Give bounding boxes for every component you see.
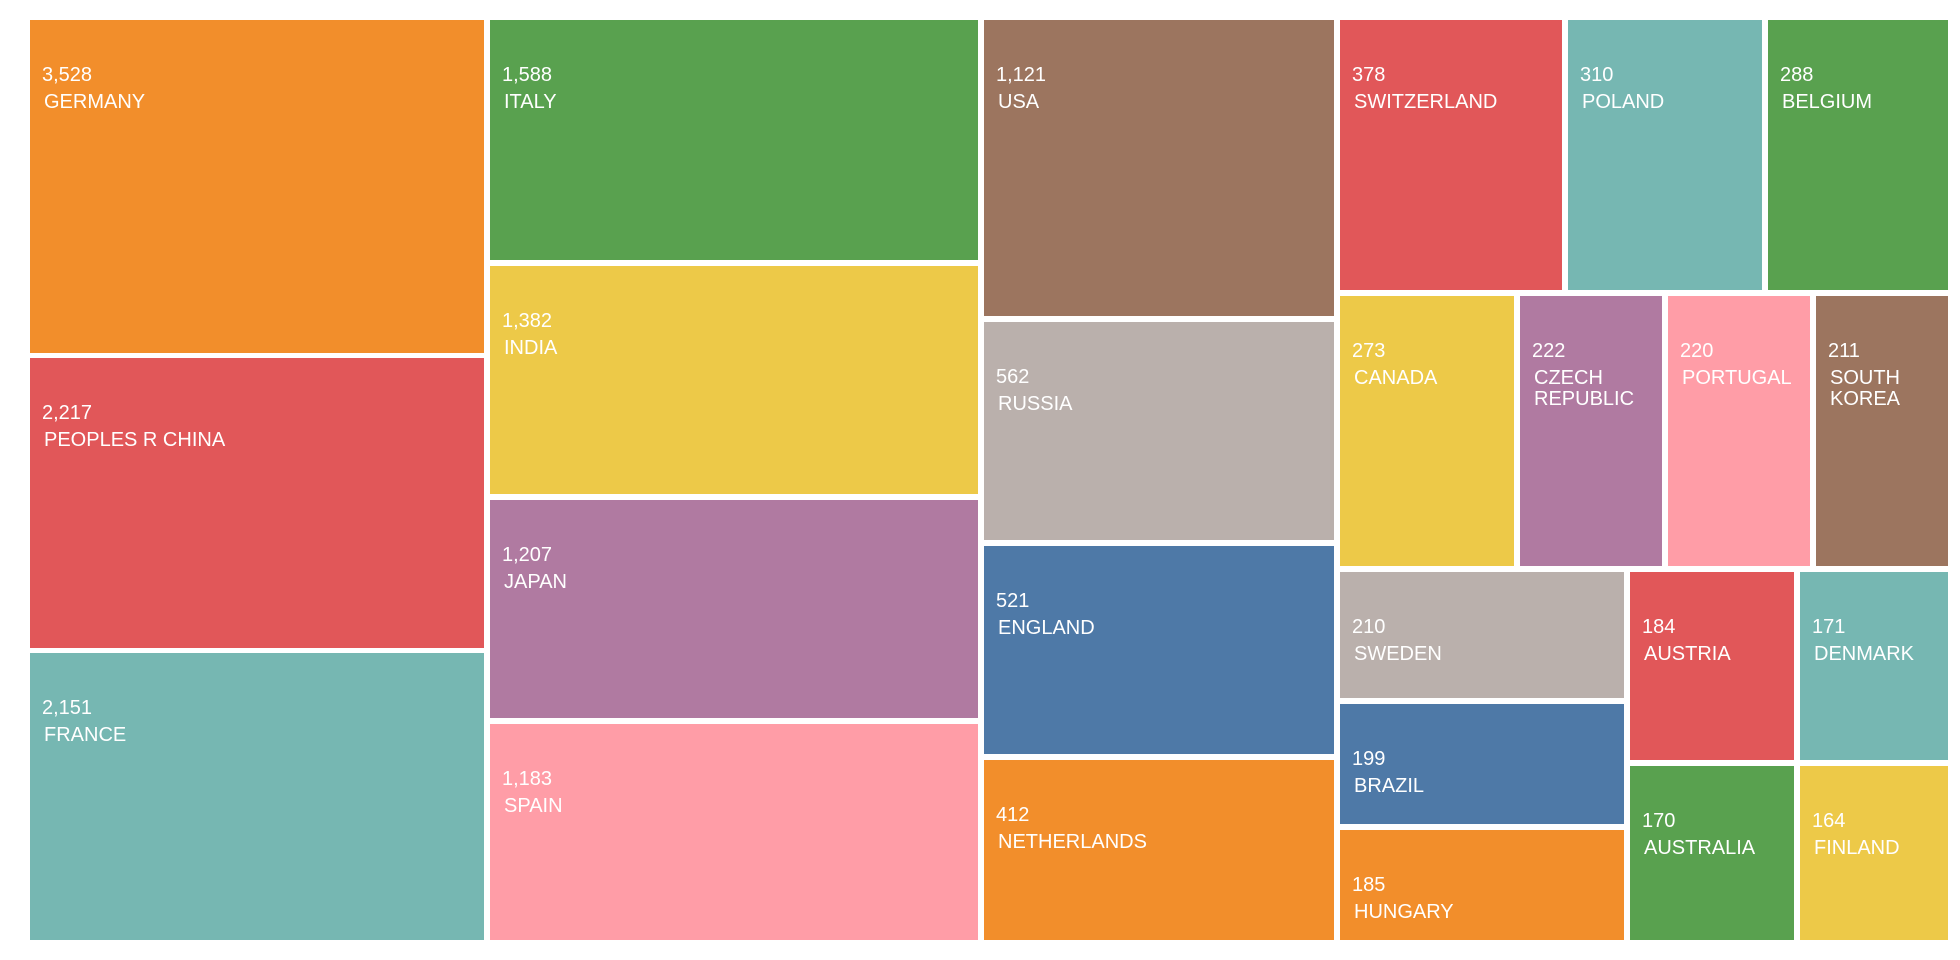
treemap-tile-italy: 1,588 ITALY [490, 20, 978, 260]
tile-value: 211 [1828, 340, 1860, 362]
tile-label: NETHERLANDS [998, 831, 1147, 853]
treemap-tile-spain: 1,183 SPAIN [490, 724, 978, 940]
tile-label: POLAND [1582, 91, 1665, 113]
tile-label: ITALY [504, 91, 557, 113]
tile-label: FRANCE [44, 724, 127, 746]
tile-value: 210 [1352, 616, 1386, 638]
tile-label: SPAIN [504, 795, 563, 817]
tile-label: CZECH REPUBLIC [1534, 367, 1635, 410]
tile-value: 185 [1352, 874, 1386, 896]
tile-value: 171 [1812, 616, 1846, 638]
tile-value: 1,207 [502, 544, 553, 566]
tile-label: SWITZERLAND [1354, 91, 1498, 113]
tile-label: GERMANY [44, 91, 146, 113]
tile-value: 1,588 [502, 64, 553, 86]
treemap-tile-portugal: 220 PORTUGAL [1668, 296, 1810, 566]
tile-value: 378 [1352, 64, 1386, 86]
treemap-tile-germany: 3,528 GERMANY [30, 20, 484, 353]
treemap-tile-netherlands: 412 NETHERLANDS [984, 760, 1334, 940]
tile-label: ENGLAND [998, 617, 1095, 639]
treemap-tile-australia: 170 AUSTRALIA [1630, 766, 1794, 940]
treemap-tile-sweden: 210 SWEDEN [1340, 572, 1624, 698]
treemap-tile-france: 2,151 FRANCE [30, 653, 484, 940]
treemap-tile-hungary: 185 HUNGARY [1340, 830, 1624, 940]
tile-label: AUSTRALIA [1644, 837, 1756, 859]
treemap-tile-poland: 310 POLAND [1568, 20, 1762, 290]
treemap-tile-canada: 273 CANADA [1340, 296, 1514, 566]
treemap-tile-czech-republic: 222 CZECH REPUBLIC [1520, 296, 1662, 566]
tile-label: USA [998, 91, 1040, 113]
tile-value: 222 [1532, 340, 1566, 362]
tile-value: 310 [1580, 64, 1614, 86]
treemap-tile-peoples-r-china: 2,217 PEOPLES R CHINA [30, 358, 484, 648]
tile-value: 288 [1780, 64, 1814, 86]
tile-label: INDIA [504, 337, 558, 359]
tile-label: BRAZIL [1354, 775, 1425, 797]
treemap-tile-austria: 184 AUSTRIA [1630, 572, 1794, 760]
tile-value: 412 [996, 804, 1030, 826]
treemap-tile-finland: 164 FINLAND [1800, 766, 1948, 940]
tile-value: 273 [1352, 340, 1386, 362]
tile-value: 521 [996, 590, 1030, 612]
tile-value: 1,382 [502, 310, 553, 332]
tile-label: SOUTH KOREA [1830, 367, 1901, 410]
tile-label: DENMARK [1814, 643, 1915, 665]
tile-value: 220 [1680, 340, 1714, 362]
tile-label: RUSSIA [998, 393, 1073, 415]
treemap-tile-russia: 562 RUSSIA [984, 322, 1334, 540]
treemap-tile-india: 1,382 INDIA [490, 266, 978, 494]
tile-label: JAPAN [504, 571, 567, 593]
tile-label: CANADA [1354, 367, 1438, 389]
tile-value: 1,121 [996, 64, 1047, 86]
treemap-tile-south-korea: 211 SOUTH KOREA [1816, 296, 1948, 566]
treemap-tile-england: 521 ENGLAND [984, 546, 1334, 754]
tile-value: 3,528 [42, 64, 93, 86]
tile-value: 562 [996, 366, 1030, 388]
tile-label: FINLAND [1814, 837, 1900, 859]
tile-value: 2,151 [42, 697, 93, 719]
tile-value: 199 [1352, 748, 1386, 770]
tile-value: 1,183 [502, 768, 553, 790]
tile-label: PORTUGAL [1682, 367, 1792, 389]
tile-value: 2,217 [42, 402, 93, 424]
tile-label: PEOPLES R CHINA [44, 429, 226, 451]
tile-value: 164 [1812, 810, 1846, 832]
tile-label: BELGIUM [1782, 91, 1873, 113]
treemap-tile-belgium: 288 BELGIUM [1768, 20, 1948, 290]
tile-label: SWEDEN [1354, 643, 1442, 665]
treemap-tile-denmark: 171 DENMARK [1800, 572, 1948, 760]
tile-value: 170 [1642, 810, 1676, 832]
tile-label: HUNGARY [1354, 901, 1454, 923]
treemap-tile-japan: 1,207 JAPAN [490, 500, 978, 718]
treemap-tile-switzerland: 378 SWITZERLAND [1340, 20, 1562, 290]
treemap-tile-brazil: 199 BRAZIL [1340, 704, 1624, 824]
treemap-tile-usa: 1,121 USA [984, 20, 1334, 316]
tile-value: 184 [1642, 616, 1676, 638]
tile-label: AUSTRIA [1644, 643, 1731, 665]
